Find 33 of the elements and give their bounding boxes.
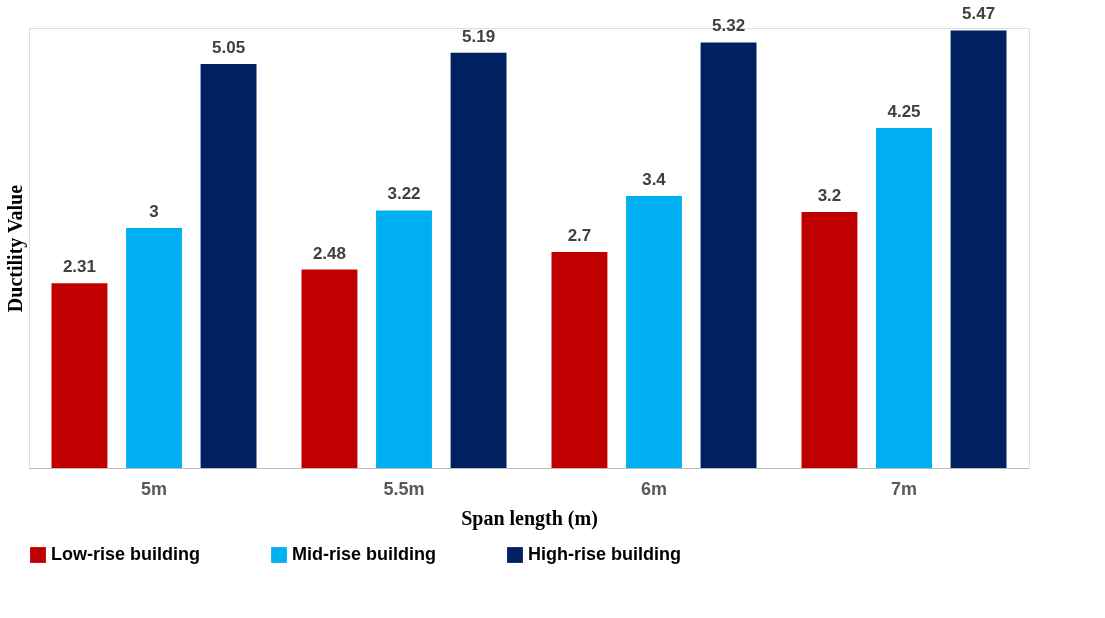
bar — [801, 212, 858, 468]
bar — [376, 210, 432, 468]
data-label: 5.47 — [962, 4, 996, 24]
bar — [51, 283, 108, 468]
x-tick-label: 6m — [640, 478, 668, 499]
x-axis-title: Span length (m) — [461, 506, 598, 530]
bar — [126, 228, 182, 468]
data-label: 2.48 — [312, 243, 346, 263]
x-tick-label: 7m — [890, 478, 918, 499]
data-label: 3.22 — [387, 184, 421, 204]
data-label: 4.25 — [887, 102, 921, 121]
data-label: 5.05 — [212, 38, 246, 57]
data-label: 3 — [149, 202, 159, 221]
x-tick-label: 5.5m — [383, 478, 425, 499]
data-label: 2.7 — [567, 226, 592, 245]
data-label: 5.19 — [462, 26, 496, 46]
bar — [200, 64, 257, 468]
bar — [700, 42, 757, 468]
legend-label: Mid-rise building — [292, 544, 436, 564]
bar — [626, 196, 682, 468]
bar — [301, 269, 358, 468]
legend-label: Low-rise building — [51, 544, 200, 564]
bar — [876, 128, 932, 468]
data-label: 2.31 — [62, 257, 96, 277]
data-label: 5.32 — [712, 16, 746, 36]
x-tick-label: 5m — [140, 478, 168, 499]
bar — [551, 252, 608, 468]
bar — [950, 30, 1007, 468]
legend-label: High-rise building — [528, 544, 681, 564]
data-label: 3.4 — [642, 170, 667, 189]
bar — [450, 52, 507, 468]
data-label: 3.2 — [817, 186, 842, 205]
y-axis-title: Ductility Value — [3, 184, 27, 313]
